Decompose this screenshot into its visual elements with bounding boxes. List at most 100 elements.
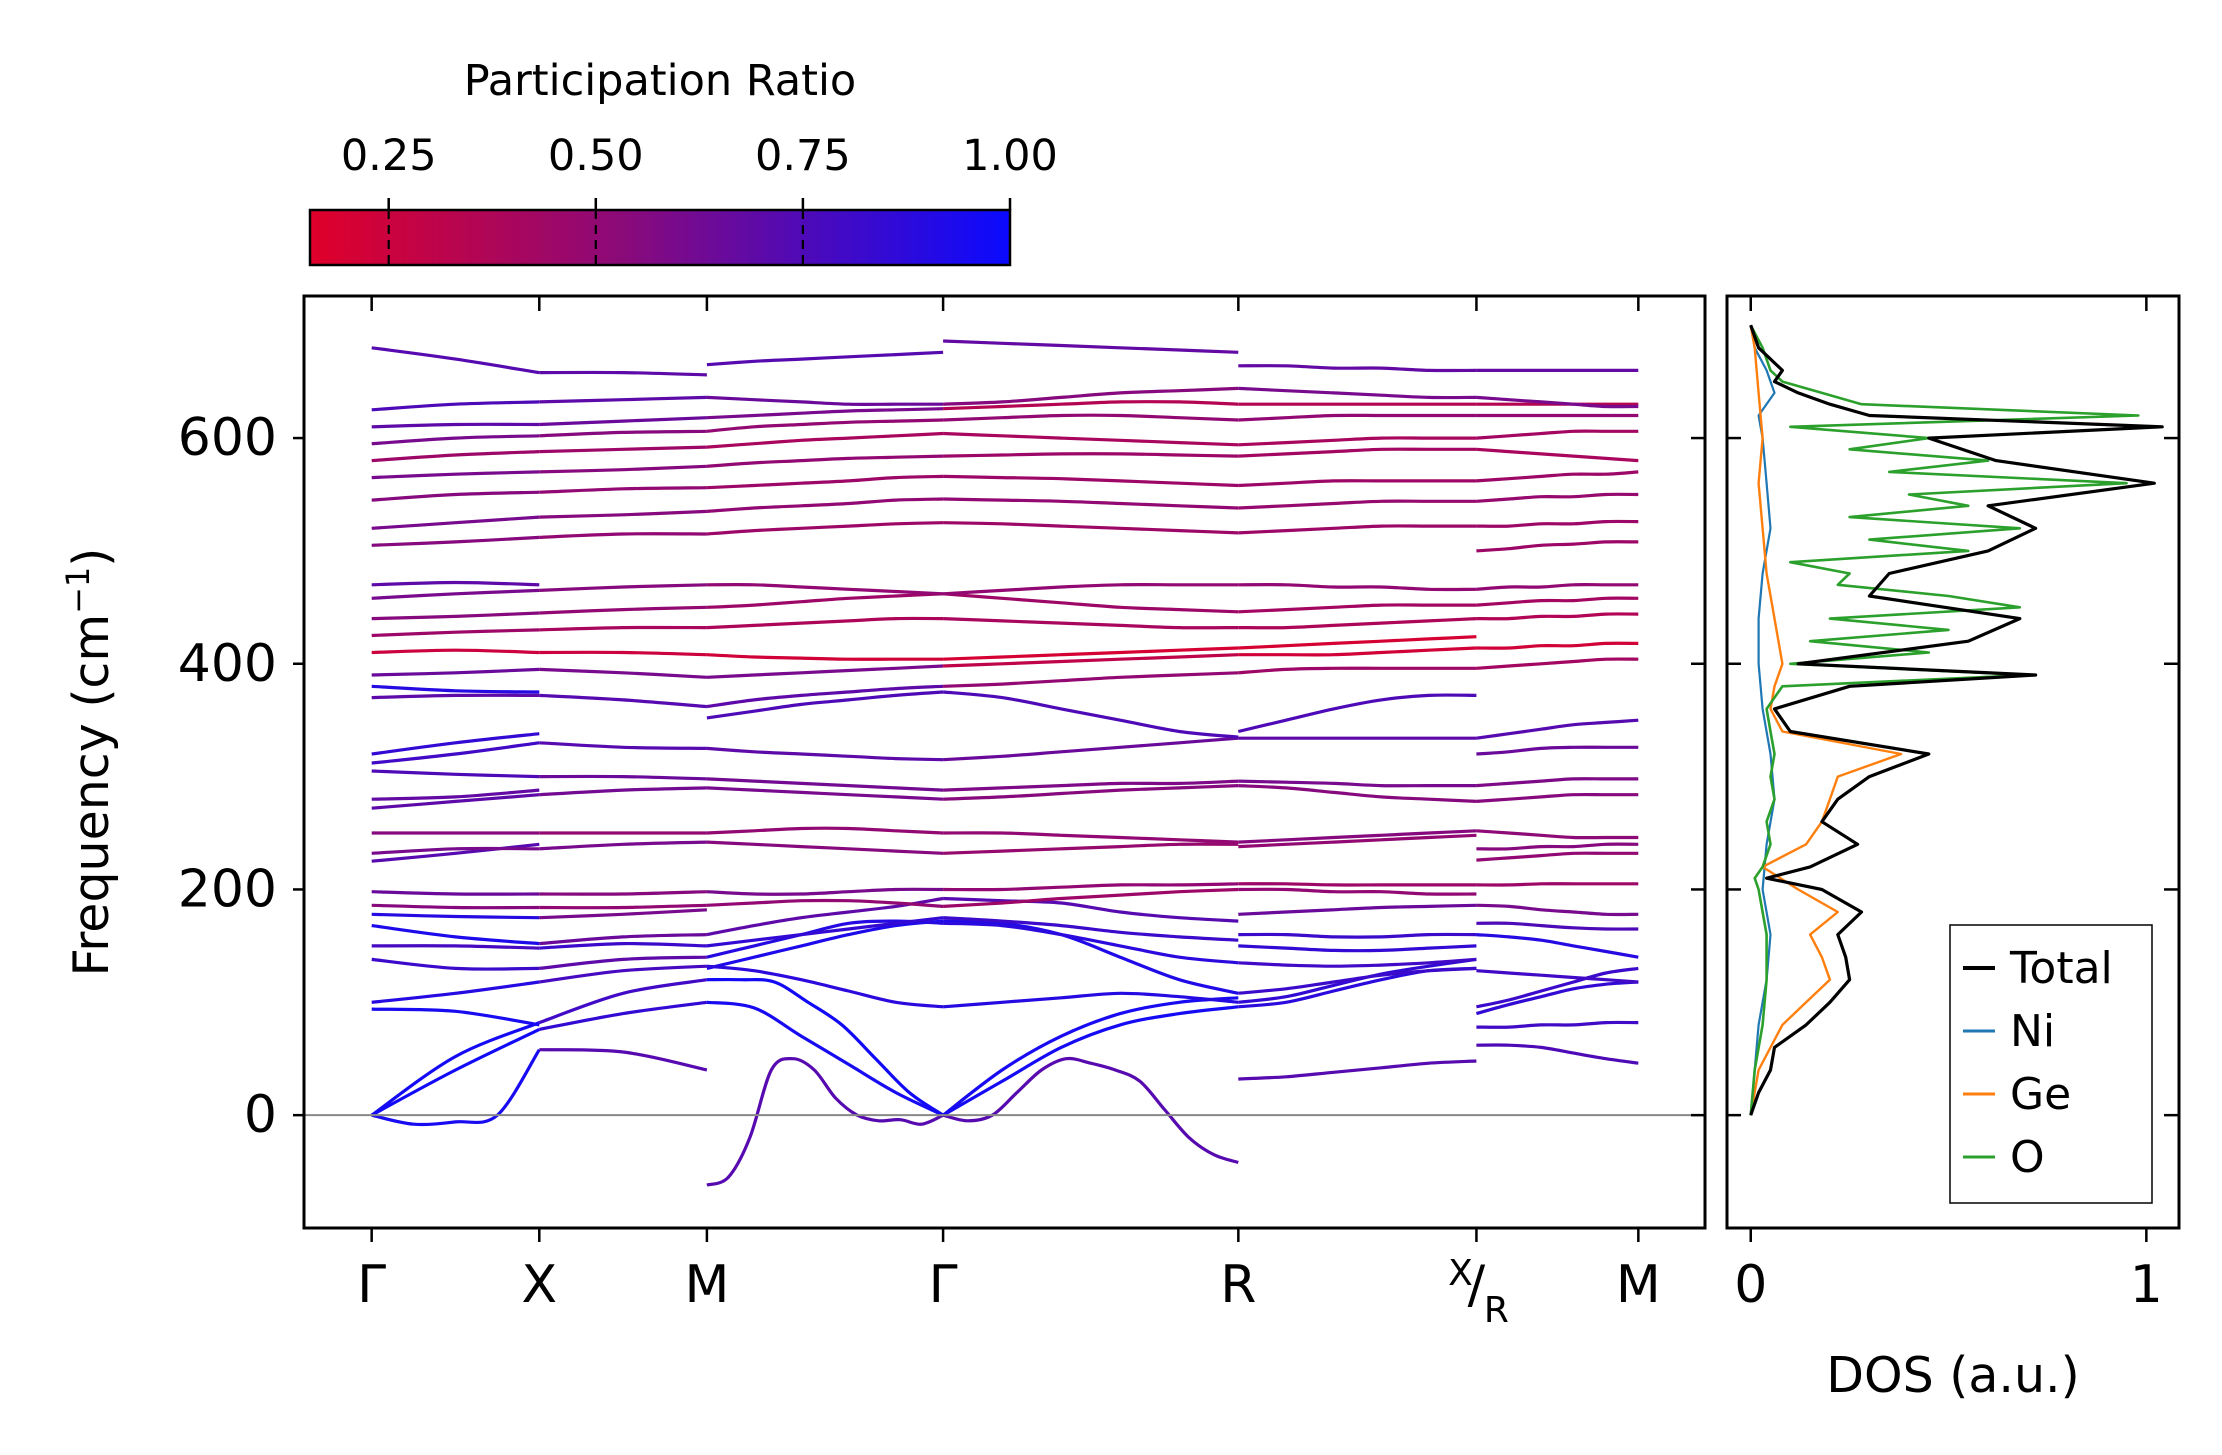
phonon-band-R-M [1476, 921, 1639, 931]
phonon-band-M-Γ [706, 777, 944, 792]
phonon-band-R-M [1476, 470, 1639, 483]
y-tick-label: 200 [178, 859, 277, 919]
phonon-band-Γ-R [943, 653, 1239, 668]
dos-line-ge [1749, 324, 1903, 1116]
legend-label-o: O [2010, 1132, 2045, 1183]
phonon-band-R-M [1476, 540, 1639, 553]
phonon-band-R-M [1476, 829, 1639, 840]
phonon-band-Γ-X [371, 628, 540, 638]
phonon-band-M-Γ [706, 418, 944, 433]
phonon-band-R-X [1238, 779, 1477, 788]
dos-panel: 0 1 DOS (a.u.) Total Ni Ge O [1725, 294, 2181, 1404]
phonon-band-Γ-R [943, 521, 1239, 535]
phonon-band-Γ-X [371, 846, 540, 855]
phonon-band-M-Γ [706, 431, 944, 449]
phonon-band-X-M [539, 786, 707, 797]
phonon-band-Γ-R [943, 497, 1239, 510]
phonon-band-Γ-X [371, 732, 540, 756]
phonon-band-R-M [1475, 980, 1639, 1016]
x-label-m: M [1616, 1255, 1661, 1315]
legend-label-total: Total [2009, 943, 2113, 994]
phonon-band-X-M [539, 1000, 708, 1031]
phonon-band-M-Γ [706, 407, 944, 420]
colorbar-tick-label: 0.50 [548, 131, 644, 181]
phonon-band-R-M [1476, 641, 1639, 650]
phonon-band-R-M [1476, 903, 1639, 917]
phonon-band-R-X [1238, 666, 1477, 675]
phonon-band-Γ-X [371, 450, 540, 463]
phonon-band-R-M [1476, 612, 1639, 621]
phonon-band-Γ-X [371, 1048, 541, 1127]
phonon-band-R-M [1476, 745, 1639, 756]
phonon-band-R-X [1238, 447, 1477, 458]
phonon-band-M-Γ [706, 664, 944, 679]
phonon-band-Γ-X [371, 793, 540, 810]
phonon-band-R-X [1238, 499, 1477, 510]
band-frame [302, 294, 1707, 1230]
phonon-band-R-M [1476, 851, 1639, 862]
phonon-band-R-X [1238, 957, 1477, 968]
phonon-band-R-M [1476, 777, 1639, 788]
legend-label-ni: Ni [2010, 1006, 2055, 1057]
phonon-band-M-Γ [706, 1000, 944, 1117]
phonon-band-Γ-X [371, 769, 540, 779]
x-label-m: M [684, 1255, 729, 1315]
dos-frame [1725, 294, 2181, 1230]
dos-x-axis-label: DOS (a.u.) [1826, 1347, 2079, 1404]
phonon-band-Γ-X [371, 535, 540, 547]
phonon-band-R-M [1476, 657, 1639, 670]
phonon-band-Γ-X [371, 346, 540, 375]
phonon-band-M-Γ [706, 583, 944, 596]
phonon-band-Γ-R [942, 991, 1239, 1009]
phonon-band-Γ-X [371, 422, 540, 429]
phonon-band-X-M [539, 1048, 708, 1072]
phonon-band-R-X [1238, 364, 1477, 373]
phonon-band-R-X [1238, 932, 1477, 939]
phonon-band-Γ-R [943, 474, 1239, 488]
colorbar-tick-label: 0.25 [341, 131, 437, 181]
phonon-band-Γ-R [943, 784, 1239, 801]
phonon-band-R-M [1476, 492, 1639, 503]
phonon-band-R-X [1238, 617, 1477, 630]
phonon-band-Γ-X [371, 924, 540, 946]
phonon-band-Γ-X [371, 580, 540, 587]
phonon-band-Γ-X [371, 434, 540, 446]
phonon-band-M-Γ [706, 919, 944, 959]
phonon-band-R-X [1238, 882, 1477, 887]
colorbar-tick-label: 1.00 [962, 131, 1058, 181]
phonon-band-Γ-R [943, 452, 1239, 458]
phonon-band-Γ-X [371, 667, 540, 677]
phonon-band-Γ-X [371, 788, 540, 801]
phonon-band-R-M [1476, 882, 1639, 887]
phonon-band-R-M [1476, 718, 1639, 740]
phonon-band-X-M [539, 532, 707, 539]
phonon-band-M-Γ [706, 684, 944, 709]
phonon-band-M-Γ [706, 826, 944, 835]
phonon-band-X-M [539, 955, 707, 970]
phonon-band-X-M [539, 650, 707, 657]
phonon-band-M-Γ [706, 521, 944, 536]
phonon-band-X-M [539, 890, 707, 896]
phonon-band-R-X [1238, 966, 1477, 1009]
x-label-gamma: Γ [929, 1255, 958, 1315]
phonon-band-X-M [539, 941, 707, 950]
legend-items: Total Ni Ge O [1963, 943, 2113, 1183]
phonon-band-X-M [539, 840, 707, 851]
phonon-band-M-Γ [706, 474, 944, 490]
phonon-band-R-X [1238, 603, 1477, 614]
dos-x-tick-label: 0 [1734, 1255, 1767, 1315]
legend-label-ge: Ge [2010, 1069, 2071, 1120]
phonon-band-Γ-R [943, 831, 1239, 844]
phonon-band-R-M [1476, 792, 1639, 803]
phonon-band-Γ-R [942, 996, 1239, 1117]
phonon-band-Γ-X [371, 648, 540, 655]
dos-x-tick-label: 1 [2130, 1255, 2163, 1315]
phonon-band-M-Γ [706, 653, 944, 661]
phonon-band-Γ-R [943, 919, 1239, 995]
phonon-band-X-M [539, 903, 707, 910]
phonon-band-X-M [539, 486, 707, 494]
phonon-band-Γ-R [943, 842, 1239, 855]
x-label-r: R [1220, 1255, 1256, 1315]
phonon-band-Γ-X [371, 490, 540, 502]
